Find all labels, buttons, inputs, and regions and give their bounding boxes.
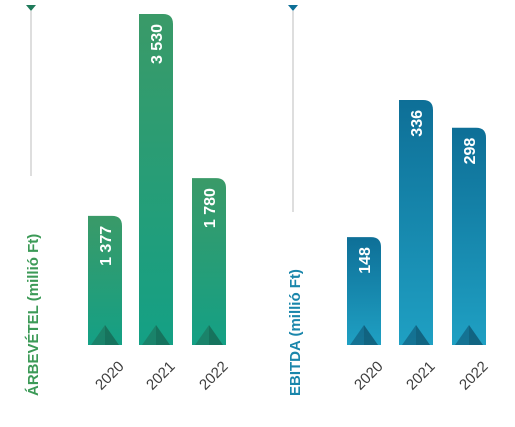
revenue-value-label: 1 377: [98, 226, 115, 266]
ebitda-bar-2021: [399, 100, 433, 345]
revenue-bar-base-accent-icon: [195, 325, 223, 345]
revenue-y-axis-label: ÁRBEVÉTEL (millió Ft): [25, 234, 42, 396]
revenue-bar-2021: [139, 14, 173, 345]
ebitda-bar-base-shade-icon: [469, 325, 483, 345]
revenue-axis-marker-icon: [26, 5, 36, 11]
ebitda-bars: 148 2020 336 2021 298 2022: [347, 100, 492, 394]
ebitda-y-axis-label: EBITDA (millió Ft): [287, 269, 304, 396]
revenue-chart: ÁRBEVÉTEL (millió Ft) 1 377 2020 3 530 2021…: [25, 5, 232, 396]
ebitda-bar-base-accent-icon: [350, 325, 378, 345]
revenue-x-tick-label: 2020: [92, 358, 128, 394]
revenue-bar-base-shade-icon: [156, 325, 170, 345]
revenue-bar-base-accent-icon: [142, 325, 170, 345]
ebitda-bar-base-shade-icon: [364, 325, 378, 345]
ebitda-x-tick-label: 2022: [456, 358, 492, 394]
ebitda-bar-2022: [452, 127, 486, 345]
revenue-bar-base-shade-icon: [209, 325, 223, 345]
revenue-bars: 1 377 2020 3 530 2021 1 780 2022: [88, 14, 232, 394]
ebitda-x-tick-label: 2020: [351, 358, 387, 394]
ebitda-bar-2020: [347, 237, 381, 345]
revenue-bar-2022: [192, 178, 226, 345]
revenue-bar-2020: [88, 215, 122, 345]
revenue-x-tick-label: 2022: [196, 358, 232, 394]
ebitda-x-tick-label: 2021: [403, 358, 439, 394]
ebitda-value-label: 148: [357, 247, 374, 274]
ebitda-bar-base-accent-icon: [455, 325, 483, 345]
revenue-x-tick-label: 2021: [143, 358, 179, 394]
ebitda-value-label: 336: [409, 110, 426, 137]
revenue-bar-base-shade-icon: [105, 325, 119, 345]
ebitda-value-label: 298: [462, 138, 479, 165]
revenue-value-label: 1 780: [202, 188, 219, 228]
ebitda-chart: EBITDA (millió Ft) 148 2020 336 2021 298 2022: [287, 5, 492, 396]
ebitda-bar-base-shade-icon: [416, 325, 430, 345]
ebitda-axis-marker-icon: [288, 5, 298, 11]
ebitda-bar-base-accent-icon: [402, 325, 430, 345]
revenue-bar-base-accent-icon: [91, 325, 119, 345]
revenue-value-label: 3 530: [149, 24, 166, 64]
